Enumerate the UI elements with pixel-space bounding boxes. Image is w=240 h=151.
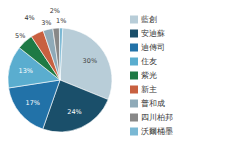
pie-slice: [53, 28, 60, 80]
legend-label: 新主: [141, 85, 157, 94]
legend-label: 普和成: [141, 99, 165, 108]
data-label: 13%: [19, 67, 33, 75]
pie-slice: [43, 28, 60, 80]
legend-swatch: [130, 72, 138, 80]
data-label: 2%: [50, 7, 60, 15]
legend-label: 藍創: [141, 15, 157, 24]
data-label: 4%: [24, 14, 34, 22]
data-label: 1%: [56, 17, 66, 25]
legend-swatch: [130, 16, 138, 24]
legend-swatch: [130, 128, 138, 136]
legend-swatch: [130, 30, 138, 38]
legend: 藍創安迪蘇迪傳司住友紫光新主普和成四川柏邦沃爾桶墨: [130, 15, 173, 136]
data-label: 17%: [26, 99, 40, 107]
legend-label: 沃爾桶墨: [141, 127, 173, 136]
legend-swatch: [130, 86, 138, 94]
legend-label: 住友: [141, 57, 157, 66]
data-label: 24%: [67, 108, 81, 116]
legend-label: 紫光: [141, 71, 157, 80]
legend-swatch: [130, 44, 138, 52]
legend-label: 四川柏邦: [141, 113, 173, 122]
chart: 30% 24% 17% 13% 5% 4% 3% 2% 1% 藍創安迪蘇迪傳司住友紫光新主普和成四…: [0, 0, 240, 151]
legend-swatch: [130, 114, 138, 122]
data-label: 30%: [83, 57, 97, 65]
legend-swatch: [130, 58, 138, 66]
data-label: 3%: [41, 19, 51, 27]
pie: [8, 28, 112, 132]
legend-swatch: [130, 100, 138, 108]
legend-label: 迪傳司: [141, 43, 165, 52]
data-labels: 30% 24% 17% 13% 5% 4% 3% 2% 1%: [15, 7, 97, 116]
data-label: 5%: [15, 32, 25, 40]
pie-slice: [59, 28, 62, 80]
pie-slice: [9, 80, 60, 129]
legend-label: 安迪蘇: [141, 29, 165, 38]
